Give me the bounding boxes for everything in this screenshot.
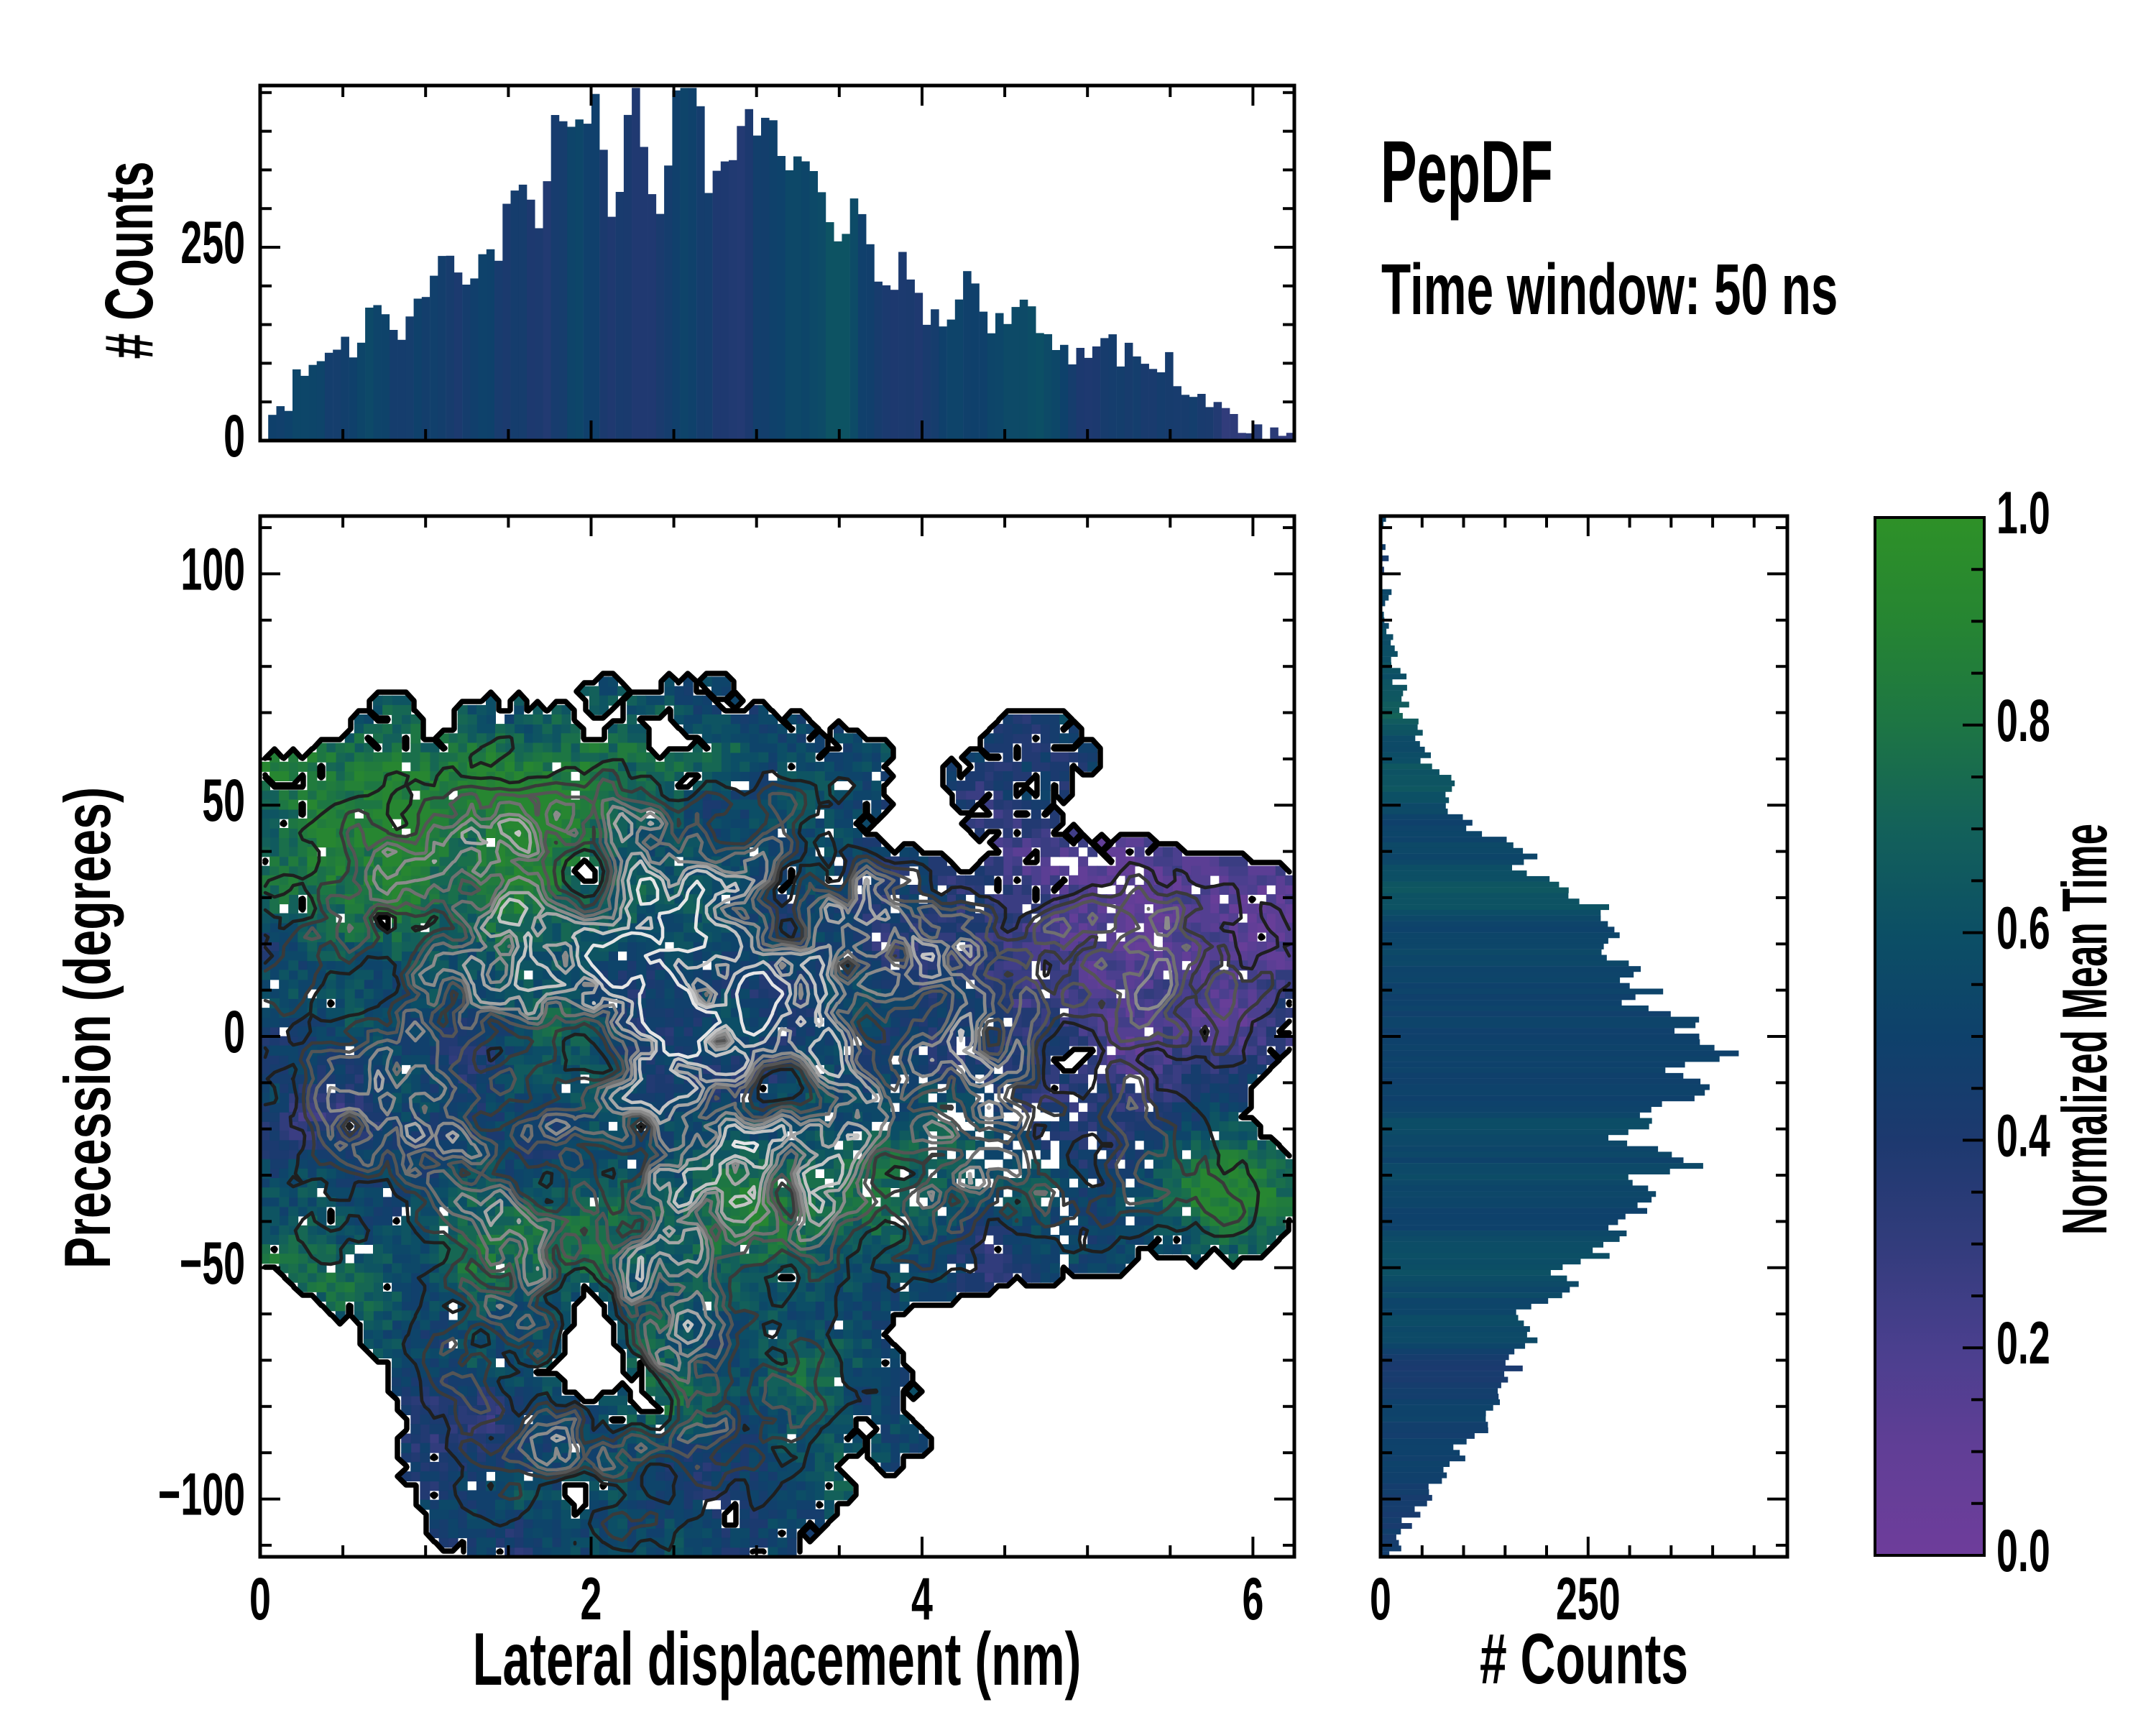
svg-text:# Counts: # Counts bbox=[1480, 1619, 1688, 1698]
svg-text:0.6: 0.6 bbox=[1996, 893, 2050, 961]
svg-text:0: 0 bbox=[224, 998, 245, 1065]
svg-text:Normalized Mean Time: Normalized Mean Time bbox=[2050, 824, 2120, 1235]
svg-text:0: 0 bbox=[249, 1565, 271, 1632]
svg-text:0.8: 0.8 bbox=[1996, 686, 2050, 754]
svg-text:0.4: 0.4 bbox=[1996, 1101, 2050, 1169]
svg-text:−100: −100 bbox=[158, 1460, 245, 1527]
svg-text:Lateral displacement (nm): Lateral displacement (nm) bbox=[473, 1616, 1082, 1701]
svg-text:0: 0 bbox=[1370, 1565, 1391, 1632]
svg-text:Precession (degrees): Precession (degrees) bbox=[51, 787, 124, 1269]
svg-text:0.2: 0.2 bbox=[1996, 1309, 2050, 1376]
svg-text:PepDF: PepDF bbox=[1381, 122, 1553, 221]
svg-text:4: 4 bbox=[911, 1565, 933, 1632]
svg-text:−50: −50 bbox=[180, 1229, 245, 1297]
svg-text:0.0: 0.0 bbox=[1996, 1517, 2050, 1584]
svg-text:250: 250 bbox=[1556, 1565, 1621, 1632]
svg-text:2: 2 bbox=[581, 1565, 602, 1632]
svg-text:6: 6 bbox=[1242, 1565, 1263, 1632]
svg-text:Time window: 50 ns: Time window: 50 ns bbox=[1381, 250, 1838, 330]
svg-text:50: 50 bbox=[202, 766, 245, 834]
svg-text:# Counts: # Counts bbox=[92, 161, 167, 359]
svg-text:0: 0 bbox=[224, 402, 245, 469]
svg-text:250: 250 bbox=[180, 208, 245, 276]
svg-text:100: 100 bbox=[180, 535, 245, 602]
svg-text:1.0: 1.0 bbox=[1996, 479, 2050, 546]
